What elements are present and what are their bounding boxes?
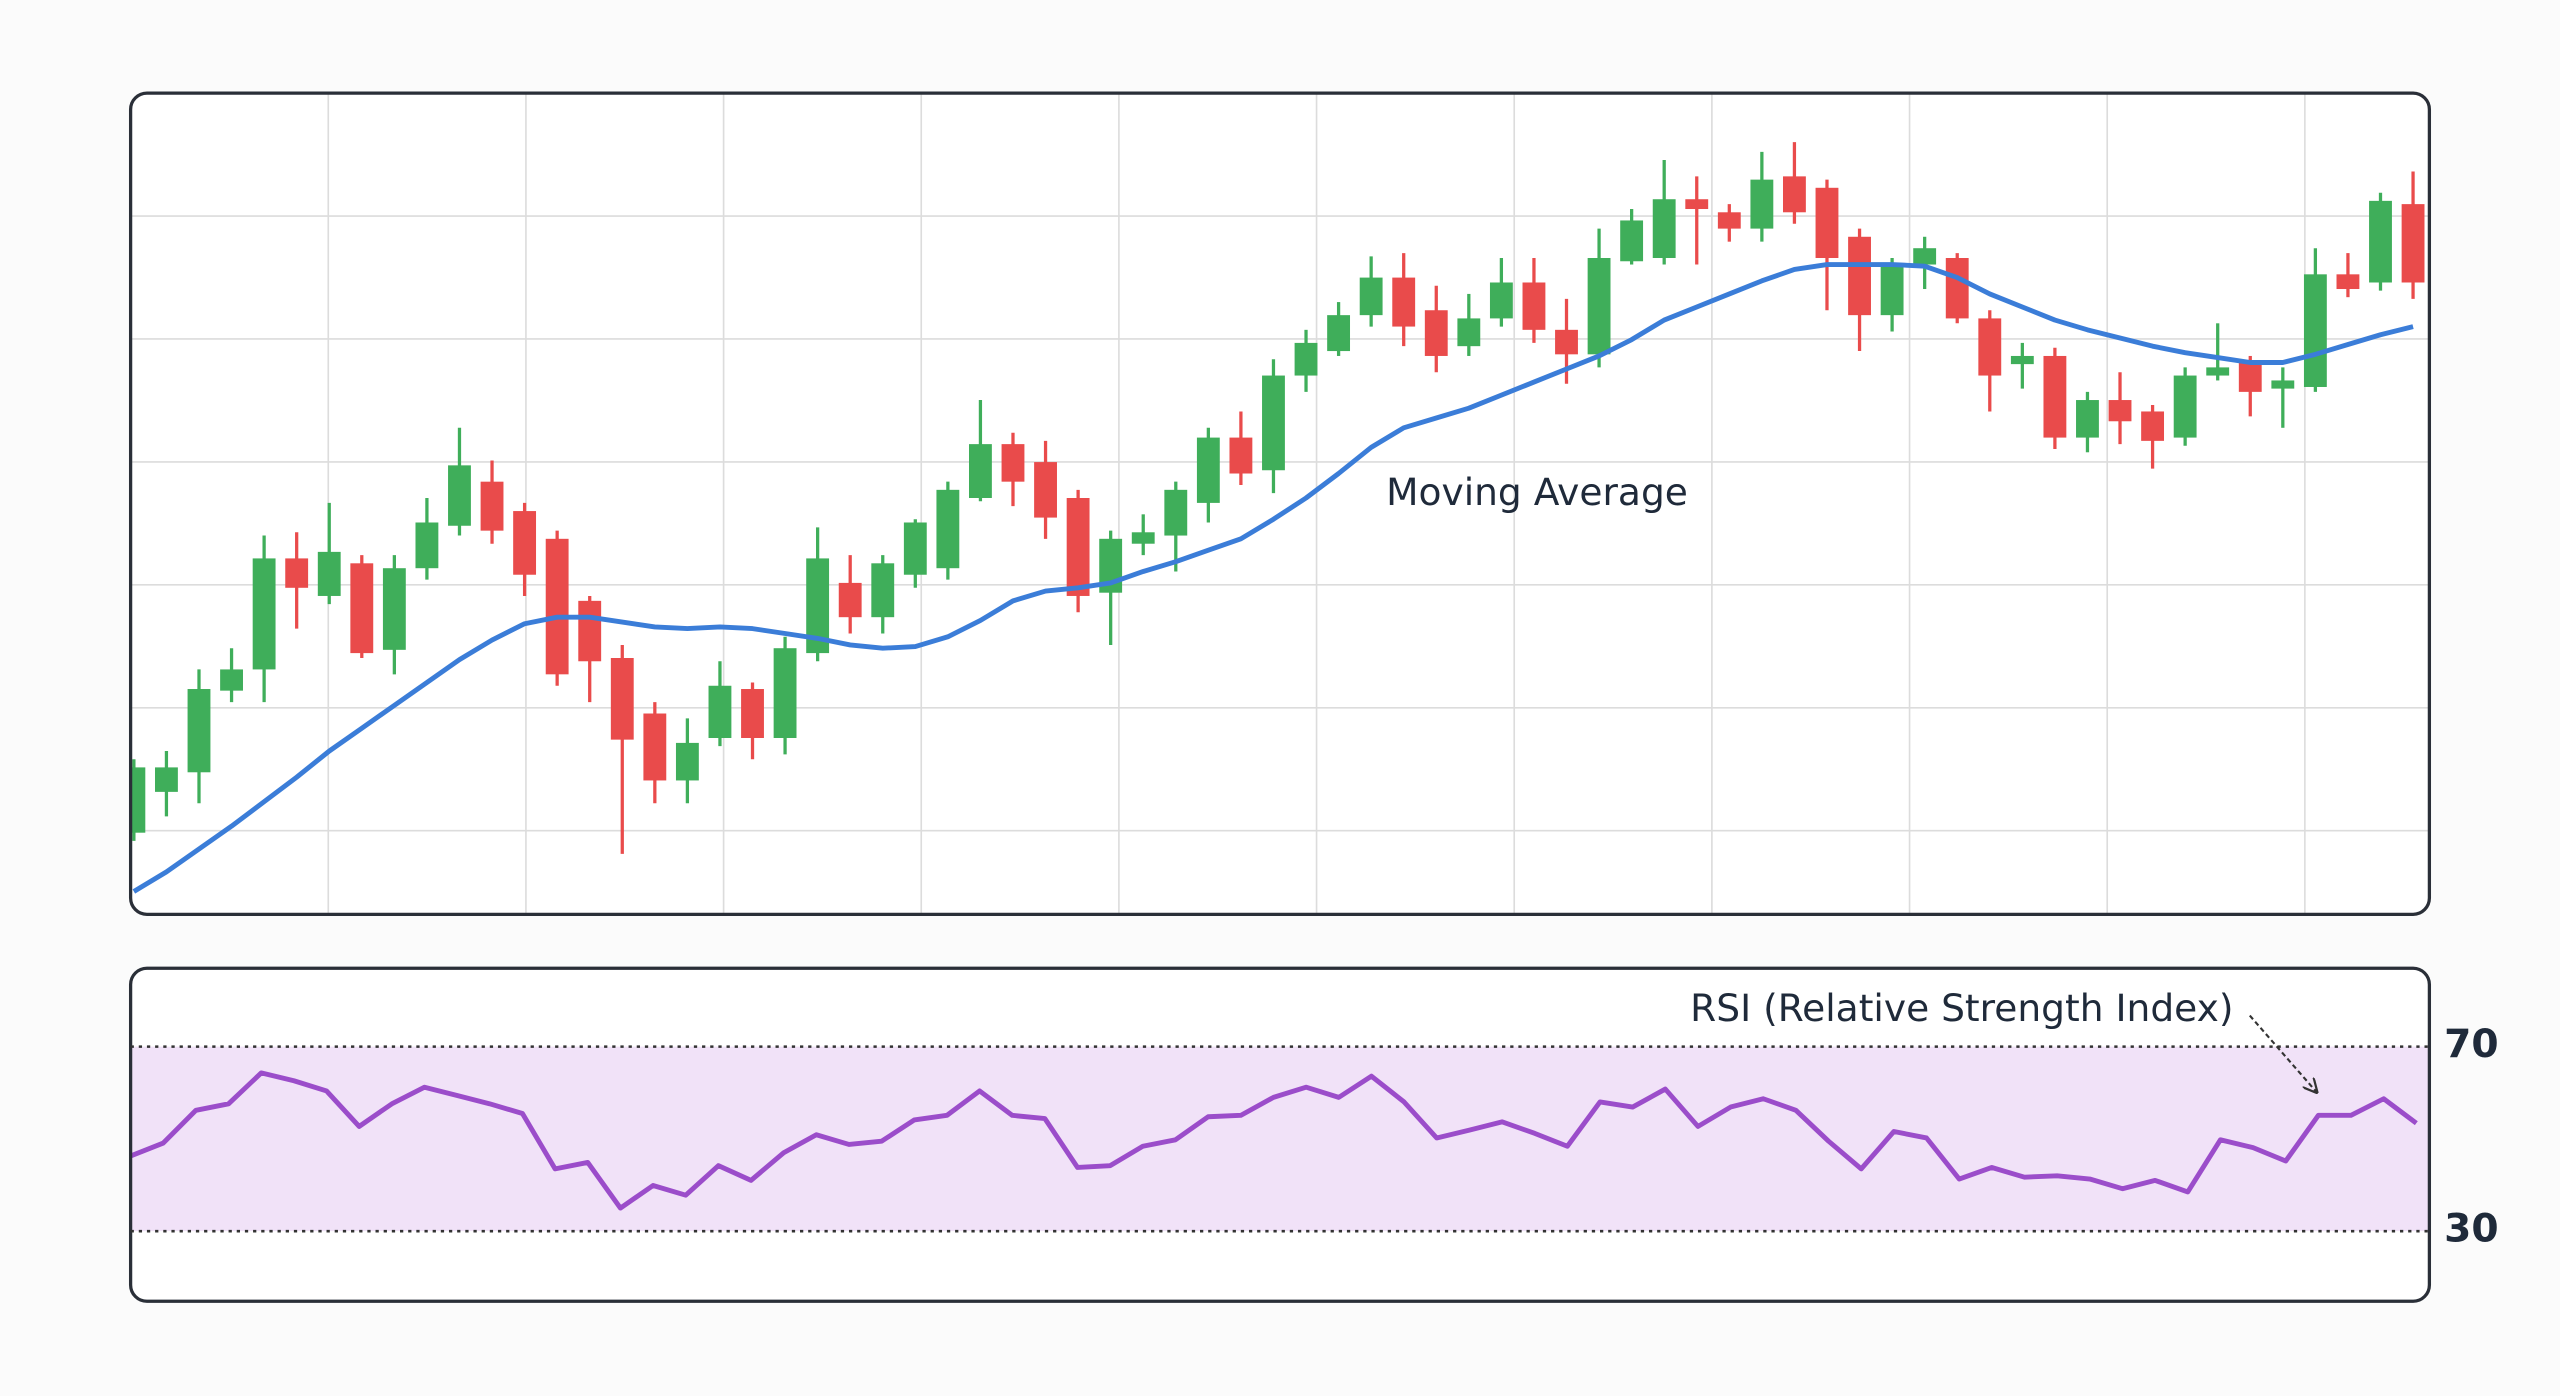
labels: Moving Average 30 70 RSI (Relative Strength… — [1386, 470, 2498, 1251]
candle-body — [382, 568, 406, 650]
candle-body — [1131, 532, 1155, 544]
candle-body — [1457, 318, 1481, 347]
candle-body — [1001, 444, 1025, 482]
candle-body — [1229, 437, 1253, 474]
candle-body — [220, 669, 243, 691]
candle-body — [871, 563, 895, 618]
candle-body — [903, 522, 927, 575]
candle-body — [2369, 200, 2392, 283]
candle-body — [708, 685, 732, 738]
candle-body — [155, 767, 178, 792]
annotation-arrow — [2248, 1014, 2317, 1093]
candle-body — [773, 648, 797, 738]
candle-body — [1262, 375, 1285, 471]
candle-body — [610, 658, 634, 740]
candle-body — [1913, 248, 1937, 265]
candle-body — [252, 558, 276, 670]
candle-body — [2238, 362, 2262, 392]
candle-body — [1327, 315, 1351, 352]
candle-body — [1978, 318, 2002, 376]
candle-body — [1815, 187, 1839, 258]
candle-body — [1196, 437, 1220, 503]
candle-body — [350, 563, 374, 654]
annotation-label: Moving Average — [1386, 470, 1688, 514]
candle-body — [1522, 282, 1546, 330]
candle-body — [936, 489, 960, 569]
candle-body — [1424, 310, 1448, 356]
candle-body — [741, 689, 764, 738]
candle-body — [130, 767, 146, 833]
candle-body — [448, 465, 471, 526]
candle-body — [2076, 400, 2099, 438]
candle-body — [838, 582, 862, 618]
candle-body — [2271, 380, 2295, 389]
rsi-plot — [130, 1046, 2430, 1232]
candle-body — [1782, 176, 1806, 213]
candle-body — [1066, 498, 1090, 596]
candle-body — [643, 713, 667, 781]
candle-body — [1587, 258, 1611, 355]
candle-body — [2173, 375, 2197, 438]
candle-body — [675, 742, 699, 781]
candle-body — [1750, 179, 1774, 229]
candle-body — [1555, 329, 1578, 355]
y-tick-label: 70 — [2444, 1022, 2499, 1067]
candle-body — [2401, 204, 2425, 283]
candle-body — [187, 689, 211, 773]
moving-average-line — [132, 262, 2414, 894]
candle-body — [1848, 236, 1871, 316]
candle-body — [1652, 199, 1676, 258]
candle-body — [1717, 212, 1741, 229]
rsi-panel-border — [128, 966, 2432, 1303]
candle-body — [969, 444, 992, 498]
candle-body — [1880, 264, 1904, 316]
candle-body — [317, 551, 341, 596]
rsi-line — [130, 1070, 2418, 1211]
candle-body — [2336, 274, 2360, 290]
candle-body — [415, 522, 439, 569]
candle-body — [2141, 411, 2165, 441]
candle-body — [2010, 355, 2034, 365]
candle-body — [1685, 199, 1709, 210]
y-tick-label: 30 — [2444, 1207, 2499, 1252]
candle-body — [1164, 489, 1188, 536]
candle-body — [1945, 258, 1969, 319]
candle-body — [1034, 462, 1057, 518]
candle-body — [2108, 400, 2132, 422]
candle-body — [1359, 277, 1383, 316]
candle-body — [1620, 220, 1644, 262]
candle-body — [2043, 355, 2067, 438]
candle-body — [480, 481, 504, 531]
candle-body — [806, 558, 830, 654]
candle-body — [1489, 282, 1513, 319]
candle-body — [1392, 277, 1416, 327]
candle-body — [545, 538, 569, 675]
annotation-label: RSI (Relative Strength Index) — [1690, 986, 2233, 1030]
candle-body — [513, 511, 537, 575]
price-panel-border — [128, 91, 2432, 916]
candle-body — [285, 558, 309, 588]
candle-body — [578, 600, 602, 662]
candle-body — [2303, 274, 2327, 387]
candle-body — [1294, 342, 1318, 376]
candle-body — [2206, 367, 2230, 376]
rsi-band — [130, 1046, 2430, 1232]
price-plot — [130, 93, 2430, 915]
